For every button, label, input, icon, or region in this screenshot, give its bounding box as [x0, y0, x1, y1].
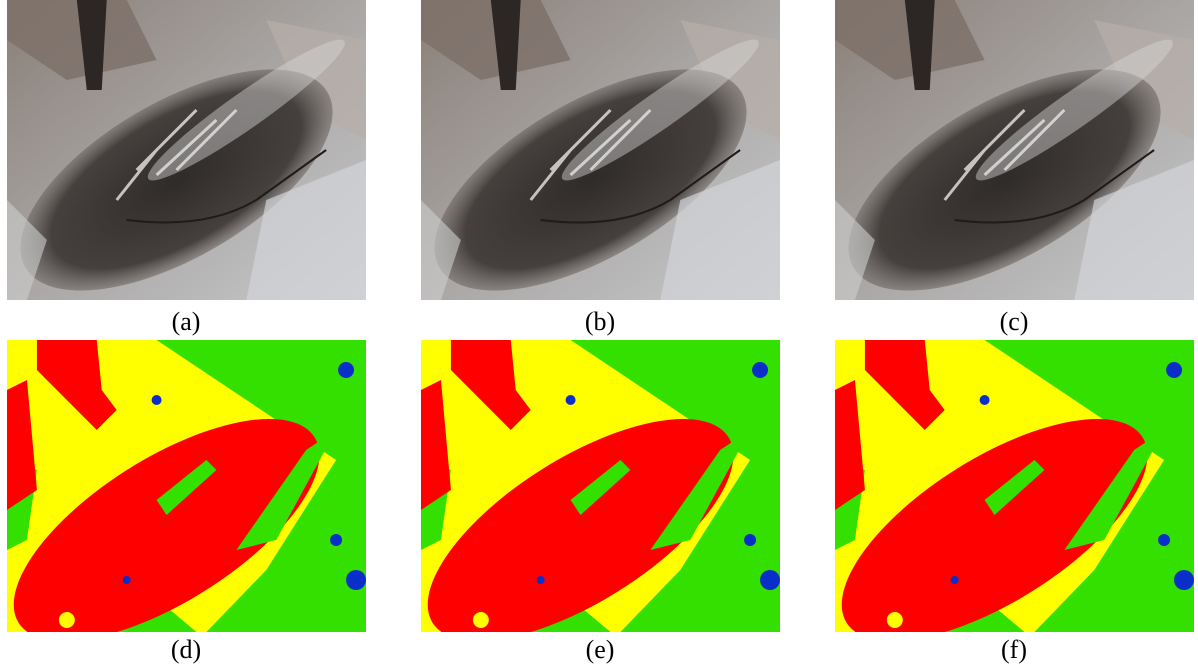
panel-label: (e) — [586, 635, 615, 664]
classification-map — [395, 340, 780, 666]
satellite-image — [0, 0, 367, 335]
panel-label: (c) — [1000, 307, 1029, 336]
panel-label: (a) — [172, 307, 201, 336]
classification-map — [0, 340, 366, 666]
figure: (a) (b) (c) (d) (e) (f) — [0, 0, 1198, 666]
classification-map — [809, 340, 1194, 666]
satellite-image — [401, 0, 781, 335]
panel-label: (d) — [171, 635, 201, 664]
page: (a) (b) (c) (d) (e) (f) (() => { const d… — [0, 0, 1198, 666]
satellite-image — [815, 0, 1195, 335]
panel-label: (b) — [585, 307, 615, 336]
panel-label: (f) — [1001, 635, 1027, 664]
